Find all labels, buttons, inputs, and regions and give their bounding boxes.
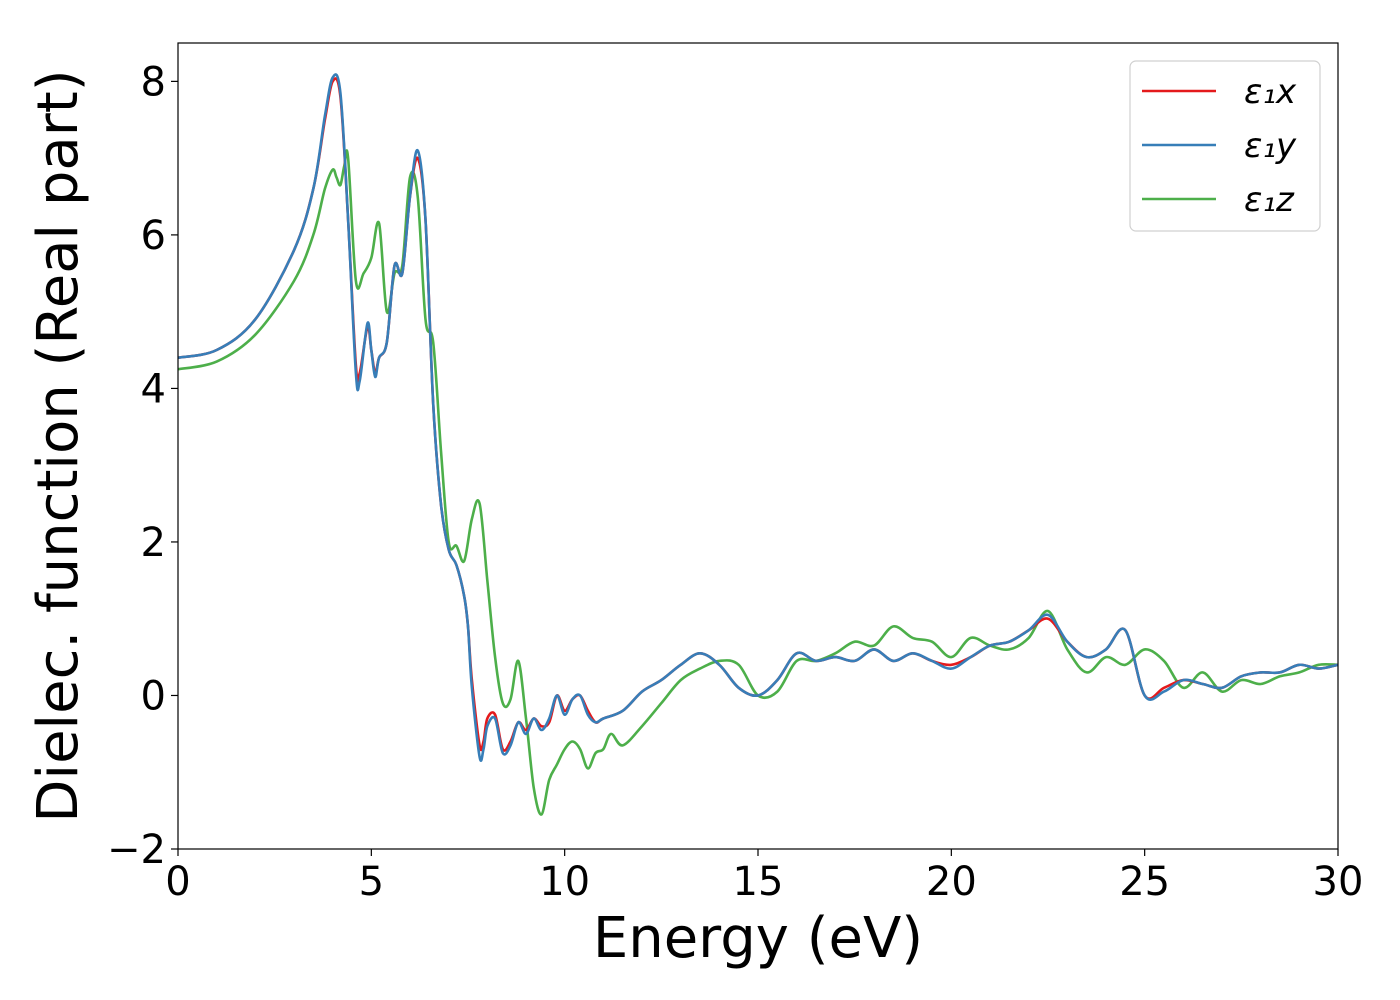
y-tick-label: 2 [141,520,166,566]
y-tick-label: −2 [107,827,166,873]
legend-label-2: ε₁y [1244,126,1297,166]
series-line-2 [178,73,1338,763]
y-tick-label: 6 [141,213,166,259]
legend-box [1129,60,1321,232]
x-tick-label: 5 [359,859,384,905]
y-tick-label: 4 [141,366,166,412]
legend-label-3: ε₁z [1244,180,1295,220]
x-tick-label: 15 [733,859,784,905]
x-tick-label: 25 [1119,859,1170,905]
x-tick-label: 20 [926,859,977,905]
y-tick-label: 0 [141,673,166,719]
legend: ε₁x ε₁y ε₁z [1129,60,1321,232]
plot-lines [178,73,1338,816]
x-tick-label: 30 [1313,859,1364,905]
x-tick-label: 10 [539,859,590,905]
y-axis-label: Dielec. function (Real part) [26,69,91,822]
legend-label-1: ε₁x [1244,72,1297,112]
x-tick-label: 0 [165,859,190,905]
series-line-3 [178,149,1338,816]
y-tick-label: 8 [141,59,166,105]
y-axis: −2 0 2 4 6 8 [107,59,178,873]
x-axis: 0 5 10 15 20 25 30 [165,849,1363,905]
x-axis-label: Energy (eV) [593,906,923,971]
